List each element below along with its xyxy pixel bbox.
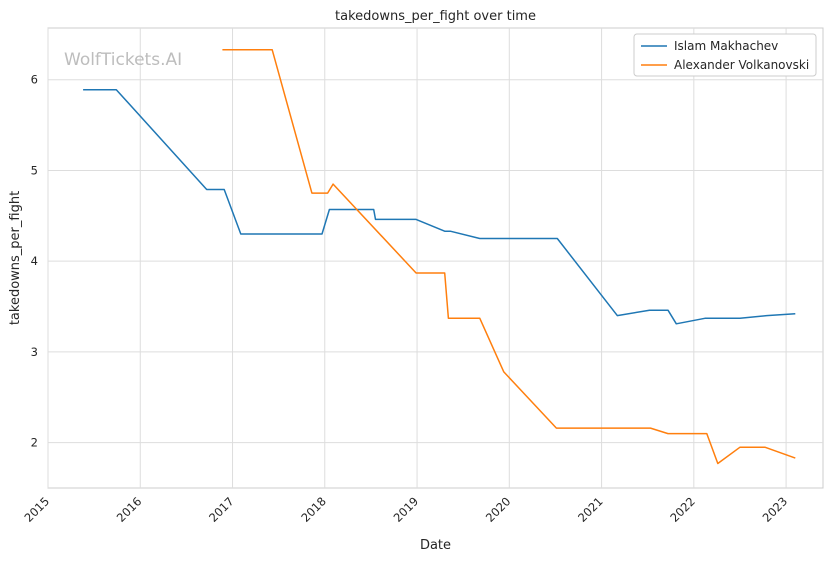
watermark: WolfTickets.AI bbox=[64, 50, 182, 70]
y-ticks: 2 3 4 5 6 bbox=[31, 73, 38, 450]
y-tick-label: 2 bbox=[31, 436, 38, 450]
series-layer bbox=[83, 49, 796, 465]
legend-frame bbox=[633, 33, 817, 77]
grid bbox=[47, 28, 823, 488]
x-tick-label: 2018 bbox=[298, 494, 329, 525]
x-ticks: 2015 2016 2017 2018 2019 2020 2021 2022 2023 bbox=[22, 494, 791, 525]
series-line-alexander-volkanovski bbox=[222, 49, 796, 465]
x-tick-label: 2020 bbox=[483, 494, 514, 525]
legend-label-alexander-volkanovski: Alexander Volkanovski bbox=[674, 58, 809, 72]
x-tick-label: 2016 bbox=[114, 494, 145, 525]
legend-label-islam-makhachev: Islam Makhachev bbox=[674, 39, 778, 53]
y-axis-label: takedowns_per_fight bbox=[8, 191, 23, 325]
legend: Islam Makhachev Alexander Volkanovski bbox=[633, 33, 817, 77]
chart-title: takedowns_per_fight over time bbox=[335, 9, 536, 24]
x-tick-label: 2023 bbox=[760, 494, 791, 525]
x-tick-label: 2015 bbox=[22, 494, 53, 525]
y-tick-label: 5 bbox=[31, 163, 38, 177]
x-tick-label: 2022 bbox=[667, 494, 698, 525]
y-tick-label: 3 bbox=[31, 345, 38, 359]
series-line-islam-makhachev bbox=[83, 88, 796, 325]
y-tick-label: 6 bbox=[31, 73, 38, 87]
x-axis-label: Date bbox=[420, 538, 451, 553]
y-tick-label: 4 bbox=[31, 254, 38, 268]
x-tick-label: 2017 bbox=[206, 494, 237, 525]
x-tick-label: 2021 bbox=[575, 494, 606, 525]
x-tick-label: 2019 bbox=[391, 494, 422, 525]
plot-area bbox=[47, 27, 824, 489]
